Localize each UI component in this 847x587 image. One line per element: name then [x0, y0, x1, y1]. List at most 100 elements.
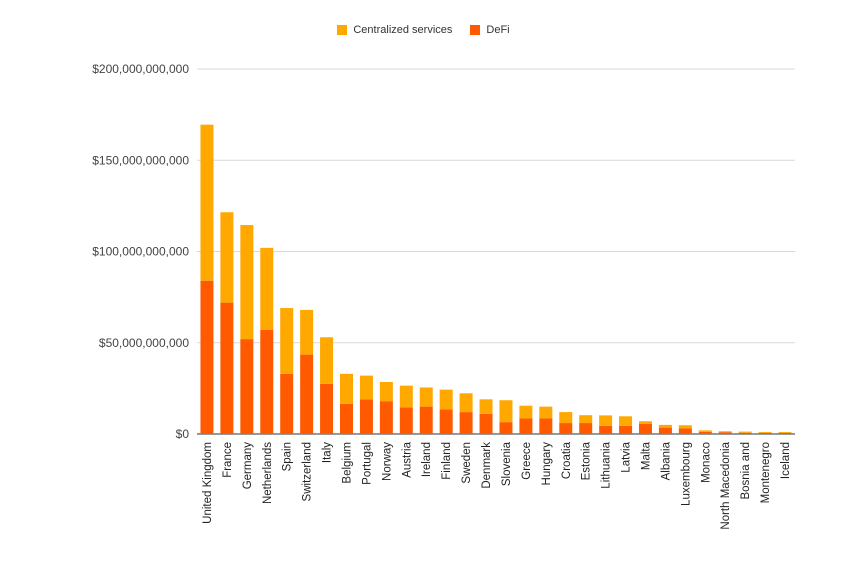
x-category-label: Ireland [421, 442, 433, 477]
bar-centralized [359, 375, 373, 400]
x-category-label: Denmark [481, 442, 493, 489]
bar-defi [479, 413, 493, 434]
x-category-label: Austria [401, 441, 413, 477]
x-category-label: Montenegro [760, 442, 772, 503]
bar-centralized [439, 389, 453, 410]
bar-centralized [220, 212, 234, 303]
bar-centralized [260, 247, 274, 330]
x-category-label: Switzerland [302, 442, 314, 501]
x-category-label: United Kingdom [202, 442, 214, 524]
bar-defi [698, 431, 712, 434]
y-tick-label: $50,000,000,000 [99, 336, 189, 350]
bar-centralized [758, 431, 772, 433]
x-category-label: Spain [282, 442, 294, 471]
x-category-label: Norway [381, 442, 393, 481]
bar-defi [359, 399, 373, 434]
x-category-label: Italy [322, 442, 334, 463]
bar-defi [340, 403, 353, 434]
bar-defi [320, 383, 334, 434]
x-category-label: Albania [660, 441, 672, 480]
bar-defi [300, 354, 314, 434]
bar-defi [459, 412, 473, 434]
bar-defi [419, 406, 433, 434]
bar-defi [559, 423, 573, 434]
bar-defi [519, 418, 533, 434]
bar-centralized [479, 399, 493, 414]
bar-centralized [698, 430, 712, 432]
bar-centralized [778, 431, 792, 433]
x-category-label: Finland [441, 442, 453, 480]
bar-defi [758, 432, 772, 434]
x-category-label: France [222, 442, 234, 478]
y-tick-label: $200,000,000,000 [92, 62, 189, 76]
bar-defi [619, 425, 633, 434]
bar-centralized [519, 405, 533, 419]
bar-centralized [559, 412, 573, 424]
y-tick-label: $0 [176, 427, 190, 441]
bar-defi [439, 409, 453, 434]
bar-defi [778, 432, 792, 434]
x-category-label: Latvia [621, 441, 633, 472]
bar-centralized [599, 415, 613, 426]
bar-centralized [280, 308, 294, 374]
bar-defi [539, 418, 553, 434]
bar-defi [678, 428, 692, 434]
legend: Centralized services DeFi [0, 24, 847, 36]
bar-defi [200, 280, 214, 434]
bar-centralized [320, 337, 334, 384]
bar-centralized [579, 415, 593, 424]
x-category-label: Sweden [461, 442, 473, 484]
legend-swatch-centralized [337, 25, 348, 35]
bar-centralized [738, 431, 752, 433]
bar-centralized [499, 400, 513, 423]
bar-defi [240, 339, 254, 434]
bar-defi [579, 423, 593, 434]
bar-centralized [718, 431, 732, 433]
bar-centralized [639, 421, 652, 424]
x-category-label: Portugal [361, 442, 373, 485]
legend-item-defi[interactable]: DeFi [470, 24, 510, 36]
x-category-label: Estonia [581, 441, 593, 480]
legend-label-defi: DeFi [486, 24, 510, 36]
x-category-label: Germany [242, 442, 254, 490]
x-category-label: Greece [521, 442, 533, 480]
legend-swatch-defi [470, 25, 481, 35]
x-category-label: Monaco [700, 442, 712, 483]
bar-defi [718, 432, 732, 434]
x-category-label: Croatia [561, 441, 573, 479]
bar-defi [658, 427, 672, 434]
bar-centralized [200, 124, 214, 281]
bar-centralized [399, 385, 413, 408]
bar-centralized [678, 425, 692, 429]
x-category-label: Iceland [780, 442, 792, 479]
x-category-label: Malta [641, 441, 653, 470]
x-category-label: North Macedonia [720, 441, 732, 529]
x-category-label: Hungary [541, 442, 553, 486]
y-tick-label: $150,000,000,000 [92, 153, 189, 167]
bar-defi [738, 432, 752, 434]
x-category-label: Netherlands [262, 442, 274, 504]
x-category-label: Lithuania [601, 441, 613, 488]
legend-label-centralized: Centralized services [353, 24, 453, 36]
bar-defi [399, 407, 413, 434]
bar-centralized [419, 387, 433, 407]
y-tick-label: $100,000,000,000 [92, 245, 189, 259]
bar-centralized [240, 225, 254, 340]
bar-centralized [459, 393, 473, 413]
bar-defi [280, 373, 294, 434]
bar-defi [260, 329, 274, 434]
bar-defi [499, 422, 513, 434]
x-category-label: Bosnia and [740, 442, 752, 500]
bar-centralized [340, 373, 353, 404]
legend-item-centralized[interactable]: Centralized services [337, 24, 452, 36]
x-category-label: Luxembourg [680, 442, 692, 506]
bar-centralized [619, 416, 633, 426]
bar-centralized [300, 309, 314, 355]
bar-centralized [379, 381, 393, 402]
x-category-label: Belgium [342, 442, 354, 484]
bar-defi [599, 425, 613, 434]
bar-defi [639, 423, 652, 434]
bar-centralized [658, 424, 672, 428]
